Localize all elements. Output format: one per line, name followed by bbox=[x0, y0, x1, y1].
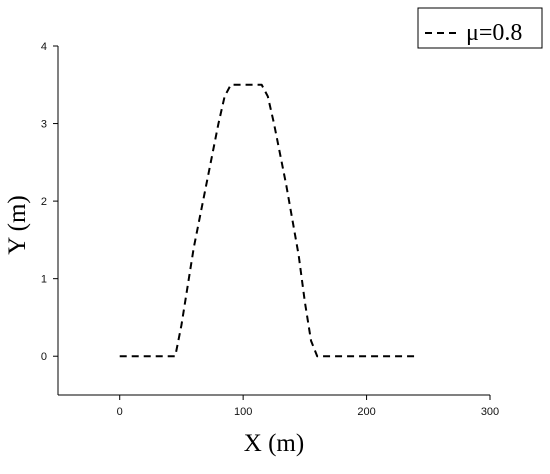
legend-label: μ=0.8 bbox=[466, 20, 522, 46]
legend-box bbox=[417, 7, 543, 49]
y-axis-title: Y (m) bbox=[4, 195, 31, 254]
series-layer bbox=[119, 83, 416, 358]
y-tick-label: 0 bbox=[41, 351, 47, 363]
y-tick-label: 1 bbox=[41, 274, 47, 286]
x-tick-label: 200 bbox=[357, 406, 375, 418]
series-line-1 bbox=[119, 83, 416, 358]
x-axis-title: X (m) bbox=[244, 430, 304, 457]
y-tick-label: 2 bbox=[41, 196, 47, 208]
axes bbox=[57, 46, 490, 396]
y-tick-label: 4 bbox=[41, 41, 47, 53]
ticks: 0 100 200 300 0 1 2 3 4 bbox=[41, 41, 499, 418]
legend: μ=0.8 bbox=[417, 7, 543, 49]
x-tick-label: 100 bbox=[234, 406, 252, 418]
y-tick-label: 3 bbox=[41, 119, 47, 131]
x-tick-label: 0 bbox=[117, 406, 123, 418]
x-tick-label: 300 bbox=[481, 406, 499, 418]
